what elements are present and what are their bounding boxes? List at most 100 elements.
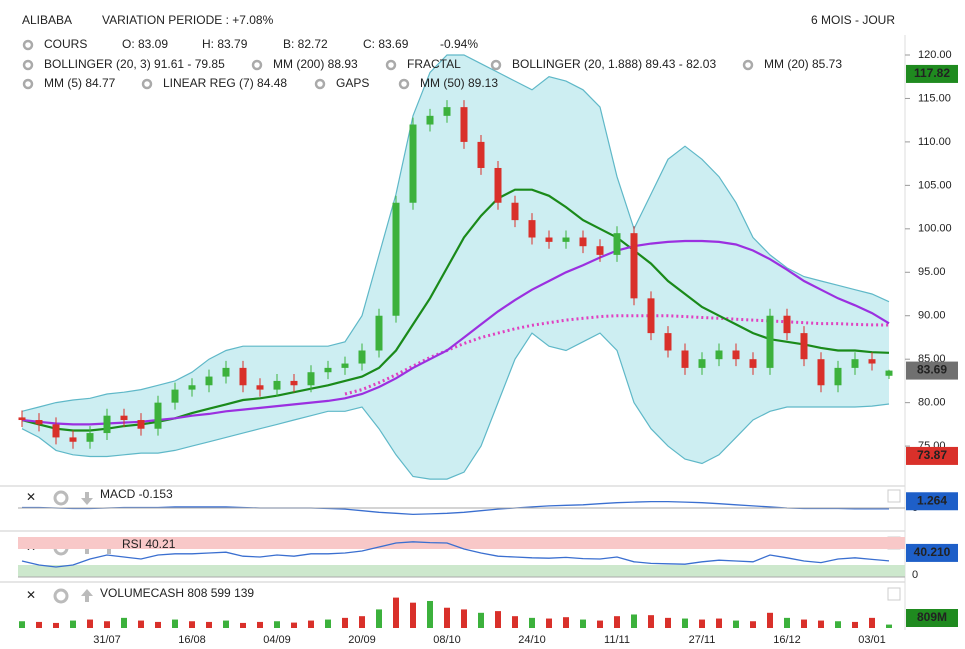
- candle-body: [358, 350, 366, 364]
- panel-title: VOLUMECASH 808 599 139: [100, 586, 254, 600]
- candle-body: [681, 350, 689, 368]
- symbol: ALIBABA: [22, 13, 72, 27]
- legend-item: MM (5) 84.77: [44, 76, 116, 90]
- value-badge: [906, 543, 958, 562]
- y-tick-label: 105.00: [918, 179, 952, 191]
- volume-bar: [410, 602, 416, 628]
- volume-bar: [376, 609, 382, 628]
- candle-body: [188, 385, 196, 390]
- volume-bar: [750, 621, 756, 628]
- legend-item: LINEAR REG (7) 84.48: [163, 76, 287, 90]
- candle-body: [664, 333, 672, 351]
- candle-body: [460, 107, 468, 142]
- volume-bar: [767, 612, 773, 628]
- y-tick-label: 110.00: [918, 136, 951, 148]
- candle-body: [137, 420, 145, 429]
- candle-body: [307, 372, 315, 386]
- value-badge-label: 40.210: [914, 545, 951, 559]
- close-icon[interactable]: ✕: [26, 490, 36, 504]
- x-tick-label: 24/10: [518, 634, 546, 646]
- arrow-icon[interactable]: [81, 492, 93, 505]
- volume-bar: [512, 616, 518, 628]
- volume-bar: [138, 620, 144, 628]
- arrow-icon[interactable]: [81, 589, 93, 602]
- volume-bar: [461, 609, 467, 628]
- candle-body: [749, 359, 757, 368]
- candle-body: [239, 367, 247, 386]
- x-tick-label: 31/07: [93, 634, 121, 646]
- candle-body: [630, 233, 638, 299]
- candle-body: [324, 367, 332, 373]
- legend-item: BOLLINGER (20, 3) 91.61 - 79.85: [44, 57, 225, 71]
- panel-title: RSI 40.21: [122, 537, 176, 551]
- volume-bar: [784, 617, 790, 628]
- volume-bar: [818, 620, 824, 628]
- indicator-line: [21, 541, 890, 568]
- volume-bar: [104, 621, 110, 628]
- x-tick-label: 16/12: [773, 634, 801, 646]
- candle-body: [52, 424, 60, 438]
- gear-icon[interactable]: [53, 588, 69, 604]
- candle-body: [18, 417, 26, 421]
- candle-body: [562, 237, 570, 242]
- panel-title: MACD -0.153: [100, 487, 173, 501]
- x-tick-label: 11/11: [604, 634, 630, 646]
- legend-item: H: 83.79: [202, 37, 248, 51]
- gear-icon[interactable]: [53, 490, 69, 506]
- candle-body: [494, 167, 502, 203]
- candle-body: [69, 437, 77, 442]
- volume-bar: [393, 597, 399, 628]
- checkbox[interactable]: [887, 489, 901, 503]
- candle-body: [851, 359, 859, 368]
- value-badge: [906, 609, 958, 627]
- volume-bar: [70, 620, 76, 628]
- gear-icon: [314, 78, 326, 90]
- gear-icon: [22, 78, 34, 90]
- legend-item: FRACTAL: [407, 57, 461, 71]
- value-badge-label: 117.82: [914, 66, 950, 80]
- candle-body: [613, 233, 621, 255]
- checkbox[interactable]: [887, 587, 901, 601]
- volume-bar: [699, 619, 705, 628]
- volume-bar: [886, 624, 892, 628]
- price-plot: [18, 54, 893, 480]
- volume-bar: [325, 619, 331, 628]
- volume-bar: [274, 621, 280, 628]
- volume-bar: [36, 621, 42, 628]
- candle-body: [256, 385, 264, 390]
- volume-bar: [308, 620, 314, 628]
- candle-body: [868, 359, 876, 364]
- candle-body: [698, 359, 706, 368]
- volume-bar: [427, 600, 433, 628]
- value-badge-label: 809M: [917, 610, 947, 624]
- candle-body: [222, 367, 230, 377]
- volume-bar: [529, 617, 535, 628]
- candle-body: [375, 315, 383, 351]
- candle-body: [154, 402, 162, 429]
- candle-body: [647, 298, 655, 334]
- y-tick-label: 120.00: [918, 49, 952, 61]
- candle-body: [783, 315, 791, 334]
- volume-bar: [835, 621, 841, 628]
- candle-body: [528, 220, 536, 238]
- volume-bar: [240, 622, 246, 628]
- candle-body: [766, 315, 774, 368]
- gear-icon: [141, 78, 153, 90]
- value-badge-label: 73.87: [917, 448, 947, 462]
- volume-bar: [359, 616, 365, 628]
- y-tick-label: 100.00: [918, 223, 952, 235]
- legend-item: MM (200) 88.93: [273, 57, 358, 71]
- y-tick-label: 0: [912, 569, 918, 581]
- x-tick-label: 27/11: [689, 634, 716, 646]
- volume-bar: [665, 617, 671, 628]
- value-badge: [906, 361, 958, 380]
- volume-bar: [342, 617, 348, 628]
- volume-bar: [801, 619, 807, 628]
- volume-bar: [53, 622, 59, 628]
- indicator-line: [22, 500, 889, 516]
- candle-body: [171, 389, 179, 403]
- volume-bar: [223, 620, 229, 628]
- x-tick-label: 20/09: [348, 634, 376, 646]
- close-icon[interactable]: ✕: [26, 588, 36, 602]
